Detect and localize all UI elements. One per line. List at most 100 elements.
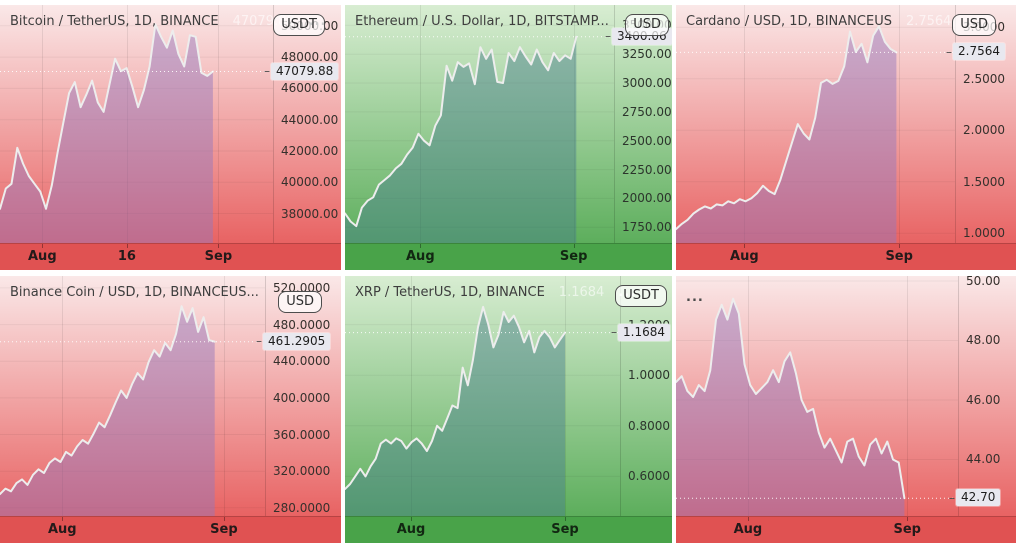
y-axis-tick-label: 50.00 [966,276,1001,288]
y-axis-tick-label: 40000.00 [281,175,339,190]
x-axis-label: Sep [210,522,238,537]
price-label-value: 1.1684 [618,323,670,341]
price-label-dash: – [256,334,262,349]
y-axis-tick-label: 440.0000 [273,354,331,369]
price-label-value: 42.70 [956,489,1001,507]
price-line [0,23,214,210]
currency-badge[interactable]: USD [625,14,669,36]
y-axis-tick-label: 0.6000 [628,469,670,484]
price-axis-border [958,276,959,543]
price-area-chart[interactable] [0,276,265,517]
y-axis-tick-label: 2.0000 [963,123,1005,138]
price-area-chart[interactable] [676,5,955,244]
x-axis-label: Aug [396,522,426,537]
y-axis-tick-label: 280.0000 [273,500,331,515]
symbol-title: Cardano / USD, 1D, BINANCEUS [686,14,892,29]
x-axis-tick-mark [565,517,566,521]
y-axis-tick-label: 42000.00 [281,143,339,158]
currency-badge[interactable]: USD [952,14,996,36]
y-axis-tick-label: 2000.00 [622,191,672,206]
price-label-dash: – [946,44,952,59]
price-axis[interactable]: 3500.003250.003000.002750.002500.002250.… [614,5,672,244]
price-line [0,305,216,496]
y-axis-tick-label: 46.00 [966,392,1001,407]
chart-panel-unnamed[interactable]: ... 50.00 48.00 46.00 44.00 Aug Sep –42.70 [676,276,1016,543]
price-label-dash: – [949,490,955,505]
y-axis-tick-label: 2750.00 [622,104,672,119]
x-axis-tick-mark [744,244,745,248]
currency-badge[interactable]: USDT [273,14,325,36]
y-axis-tick-label: 2500.00 [622,133,672,148]
price-axis-border [620,276,621,543]
currency-badge[interactable]: USD [278,291,322,313]
legend-ghost-value: 1.1684 [558,285,605,300]
y-axis-tick-label: 0.8000 [628,418,670,433]
legend-ghost-value: 2.7564 [905,14,952,29]
y-axis-tick-label: 320.0000 [273,464,331,479]
time-axis[interactable]: Aug Sep [676,516,1016,543]
price-area-chart[interactable] [345,5,614,244]
y-axis-tick-label: 48000.00 [281,50,339,65]
x-axis-label: Sep [559,249,588,264]
x-axis-label: Sep [551,522,579,537]
price-axis[interactable]: 520.0000 480.0000 440.0000 400.0000 360.0000… [265,276,341,517]
symbol-title: XRP / TetherUS, 1D, BINANCE [355,285,545,300]
current-price-label: –42.70 [949,489,1001,507]
time-axis[interactable]: Aug 16 Sep [0,243,341,270]
chart-legend: ... [686,290,704,305]
price-axis-border [614,5,615,270]
x-axis-label: Aug [733,522,763,537]
current-price-label: –1.1684 [611,323,670,341]
y-axis-tick-label: 46000.00 [281,81,339,96]
area-fill [0,24,213,244]
price-area-chart[interactable] [676,276,958,517]
x-axis-tick-mark [411,517,412,521]
chart-panel-ethereum[interactable]: Ethereum / U.S. Dollar, 1D, BITSTAMP... … [345,5,672,270]
x-axis-label: 16 [117,249,136,264]
y-axis-tick-label: 38000.00 [281,206,339,221]
price-label-value: 2.7564 [953,43,1005,61]
time-axis[interactable]: Aug Sep [345,516,672,543]
price-line [345,305,566,490]
price-label-dash: – [605,29,611,44]
chart-panel-binance-coin[interactable]: Binance Coin / USD, 1D, BINANCEUS... USD… [0,276,341,543]
price-label-dash: – [264,64,270,78]
x-axis-tick-mark [224,517,225,521]
x-axis-label: Sep [893,522,921,537]
x-axis-tick-mark [907,517,908,521]
price-area-chart[interactable] [345,276,620,517]
y-axis-tick-label: 480.0000 [273,317,331,332]
x-axis-label: Aug [28,249,57,264]
x-axis-label: Sep [204,249,233,264]
y-axis-tick-label: 1.0000 [963,226,1005,241]
price-axis-border [955,5,956,270]
price-label-value: 461.2905 [263,332,331,350]
price-label-dash: – [611,325,617,340]
currency-badge[interactable]: USDT [615,285,667,307]
y-axis-tick-label: 1750.00 [622,220,672,235]
price-axis[interactable]: 50.00 48.00 46.00 44.00 [958,276,1016,517]
price-axis-border [265,276,266,543]
chart-panel-xrp[interactable]: XRP / TetherUS, 1D, BINANCE 1.1684 ... U… [345,276,672,543]
price-axis-border [273,5,274,270]
x-axis-label: Sep [885,249,913,264]
chart-panel-bitcoin[interactable]: Bitcoin / TetherUS, 1D, BINANCE 47079.88… [0,5,341,270]
time-axis[interactable]: Aug Sep [345,243,672,270]
chart-panel-cardano[interactable]: Cardano / USD, 1D, BINANCEUS 2.7564 ... … [676,5,1016,270]
area-fill [0,306,215,517]
x-axis-tick-mark [574,244,575,248]
y-axis-tick-label: 1.5000 [963,174,1005,189]
x-axis-tick-mark [899,244,900,248]
price-line [676,297,906,500]
price-axis[interactable]: 50000.0048000.0046000.0044000.0042000.00… [273,5,341,244]
symbol-title: Bitcoin / TetherUS, 1D, BINANCE [10,14,219,29]
area-fill [345,36,577,244]
time-axis[interactable]: Aug Sep [0,516,341,543]
time-axis[interactable]: Aug Sep [676,243,1016,270]
price-area-chart[interactable] [0,5,273,244]
legend-menu-ellipsis[interactable]: ... [686,290,704,305]
y-axis-tick-label: 44.00 [966,452,1001,467]
